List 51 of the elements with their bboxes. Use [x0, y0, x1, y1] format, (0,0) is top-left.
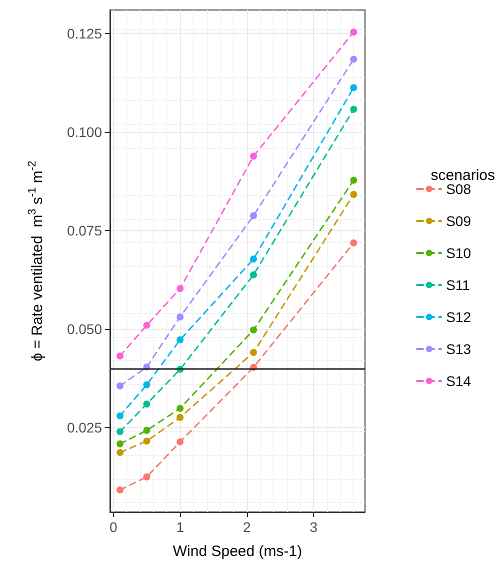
point	[143, 438, 150, 445]
x-tick-label: 3	[310, 519, 318, 535]
legend-label: S09	[446, 213, 472, 229]
x-tick-label: 0	[109, 519, 118, 535]
point	[176, 336, 184, 344]
legend-label: S08	[446, 181, 472, 197]
point	[176, 438, 184, 446]
legend-title: scenarios	[430, 167, 496, 184]
point	[176, 313, 184, 320]
point	[116, 382, 124, 390]
point	[176, 414, 184, 421]
legend-label: S12	[446, 309, 472, 325]
y-tick-label: 0.100	[66, 124, 102, 140]
legend-label: S11	[446, 277, 470, 293]
point	[143, 322, 150, 329]
x-tick-label: 2	[242, 519, 251, 535]
legend-label: S13	[446, 341, 472, 357]
point	[350, 56, 358, 63]
point	[250, 212, 258, 220]
point	[143, 400, 150, 408]
point	[116, 440, 124, 448]
point	[176, 404, 184, 412]
point	[116, 412, 124, 420]
point	[350, 176, 358, 184]
point	[350, 190, 358, 198]
y-axis-title: ϕ = Rate ventilated m3 s-1 m-2	[26, 160, 46, 362]
x-axis-title: Wind Speed (ms-1)	[172, 543, 302, 560]
y-tick-label: 0.125	[66, 26, 102, 42]
point	[250, 152, 258, 160]
point	[176, 285, 184, 292]
point	[143, 473, 150, 480]
point	[250, 326, 258, 334]
point	[350, 239, 358, 246]
y-tick-label: 0.075	[66, 222, 102, 239]
point	[116, 449, 124, 456]
legend-label: S10	[446, 245, 472, 261]
point	[143, 426, 150, 434]
point	[350, 84, 358, 92]
point	[143, 381, 150, 388]
point	[250, 256, 258, 263]
point	[116, 486, 124, 494]
legend-label: S14	[446, 373, 472, 389]
point	[250, 271, 258, 278]
y-tick-label: 0.025	[66, 420, 102, 436]
point	[116, 428, 124, 436]
point	[116, 352, 124, 360]
point	[350, 106, 358, 113]
x-tick-label: 1	[176, 519, 184, 535]
point	[250, 348, 258, 356]
point	[350, 28, 358, 36]
y-tick-label: 0.050	[66, 321, 102, 338]
